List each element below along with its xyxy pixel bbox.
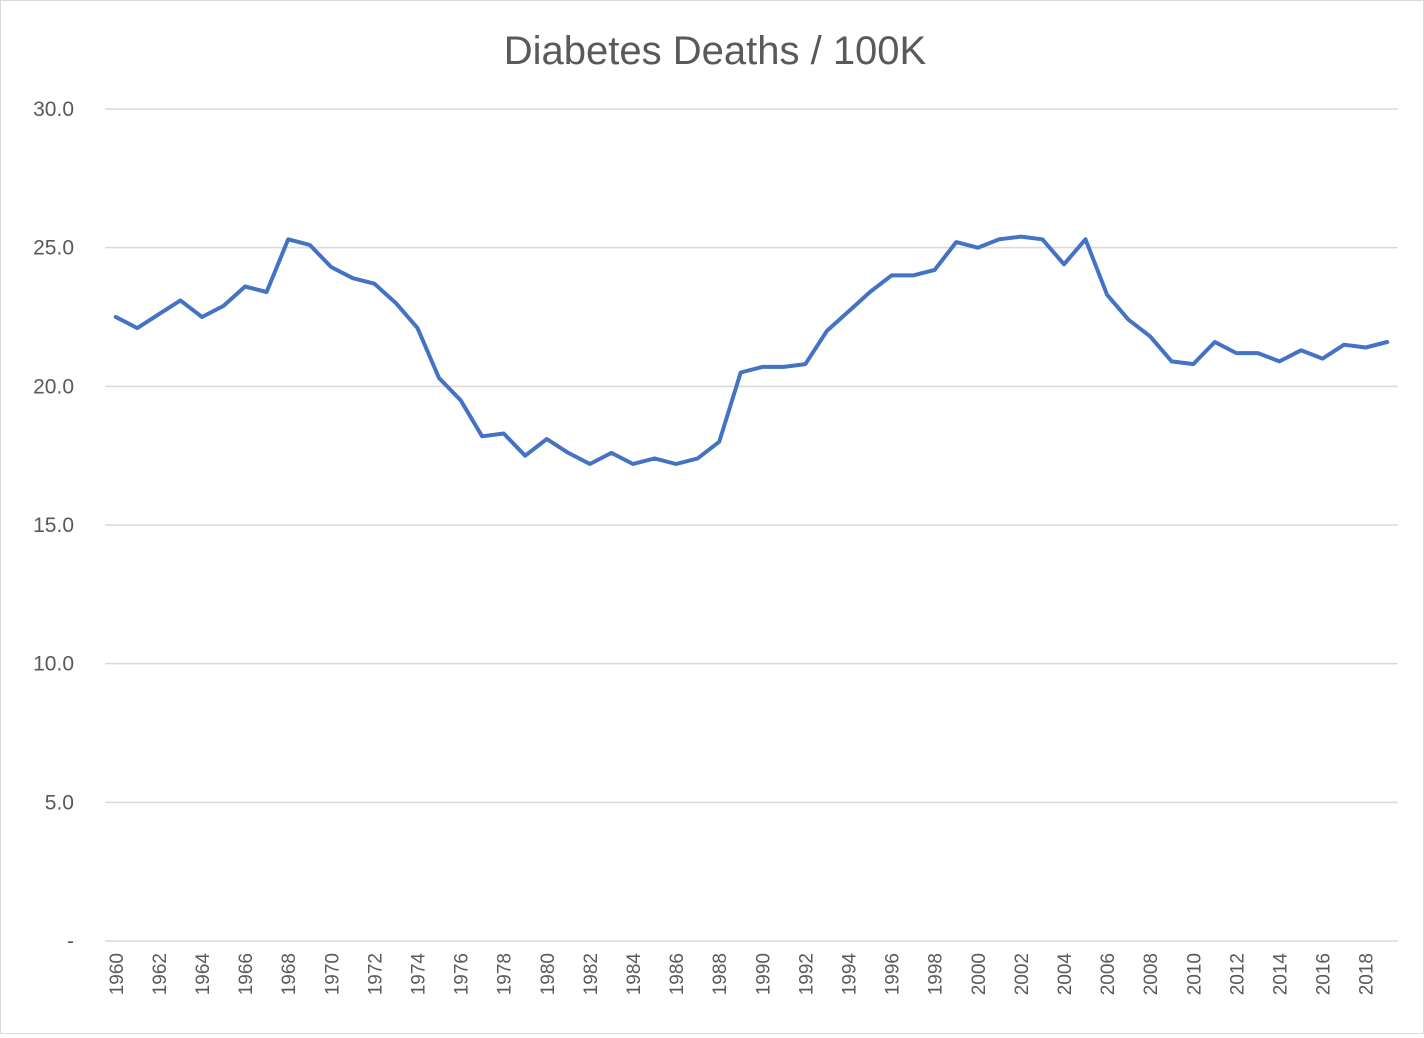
- x-tick-label: 1974: [408, 953, 429, 996]
- x-tick-label: 2008: [1141, 953, 1162, 995]
- y-tick-label: 30.0: [33, 98, 74, 121]
- y-tick-label: 15.0: [33, 514, 74, 537]
- series: [116, 236, 1388, 464]
- x-axis-labels: 1960 1962 1964 1966 1968 1970 1972 1974 1976 1978…: [107, 953, 1378, 996]
- x-tick-label: 1962: [150, 953, 171, 995]
- x-tick-label: 2016: [1314, 953, 1335, 995]
- y-tick-label: -: [67, 930, 74, 953]
- x-tick-label: 1968: [279, 953, 300, 995]
- x-tick-label: 1990: [753, 953, 774, 995]
- x-tick-label: 1972: [365, 953, 386, 995]
- x-tick-label: 1994: [839, 953, 860, 996]
- y-tick-label: 20.0: [33, 375, 74, 398]
- x-tick-label: 2018: [1357, 953, 1378, 995]
- gridlines: [105, 109, 1398, 941]
- x-tick-label: 1978: [495, 953, 516, 995]
- x-tick-label: 1980: [538, 953, 559, 995]
- x-tick-label: 2010: [1184, 953, 1205, 995]
- x-tick-label: 1964: [193, 953, 214, 996]
- x-tick-label: 2004: [1055, 953, 1076, 996]
- x-tick-label: 1984: [624, 953, 645, 996]
- x-tick-label: 1992: [796, 953, 817, 995]
- chart-title: Diabetes Deaths / 100K: [504, 29, 927, 73]
- x-tick-label: 1966: [236, 953, 257, 995]
- x-tick-label: 1982: [581, 953, 602, 995]
- x-tick-label: 1988: [710, 953, 731, 995]
- series-line: [116, 237, 1387, 464]
- x-tick-label: 2006: [1098, 953, 1119, 995]
- x-tick-label: 1970: [322, 953, 343, 995]
- y-tick-label: 10.0: [33, 653, 74, 676]
- x-tick-label: 1986: [667, 953, 688, 995]
- x-tick-label: 2014: [1270, 953, 1291, 996]
- y-tick-label: 5.0: [45, 791, 74, 814]
- y-tick-label: 25.0: [33, 237, 74, 260]
- x-tick-label: 1976: [452, 953, 473, 995]
- x-tick-label: 2000: [969, 953, 990, 995]
- x-tick-label: 1996: [883, 953, 904, 995]
- x-tick-label: 2012: [1227, 953, 1248, 995]
- x-tick-label: 1960: [107, 953, 128, 995]
- y-axis-labels: - 5.0 10.0 15.0 20.0 25.0 30.0: [33, 98, 74, 953]
- x-tick-label: 1998: [926, 953, 947, 995]
- x-tick-label: 2002: [1012, 953, 1033, 995]
